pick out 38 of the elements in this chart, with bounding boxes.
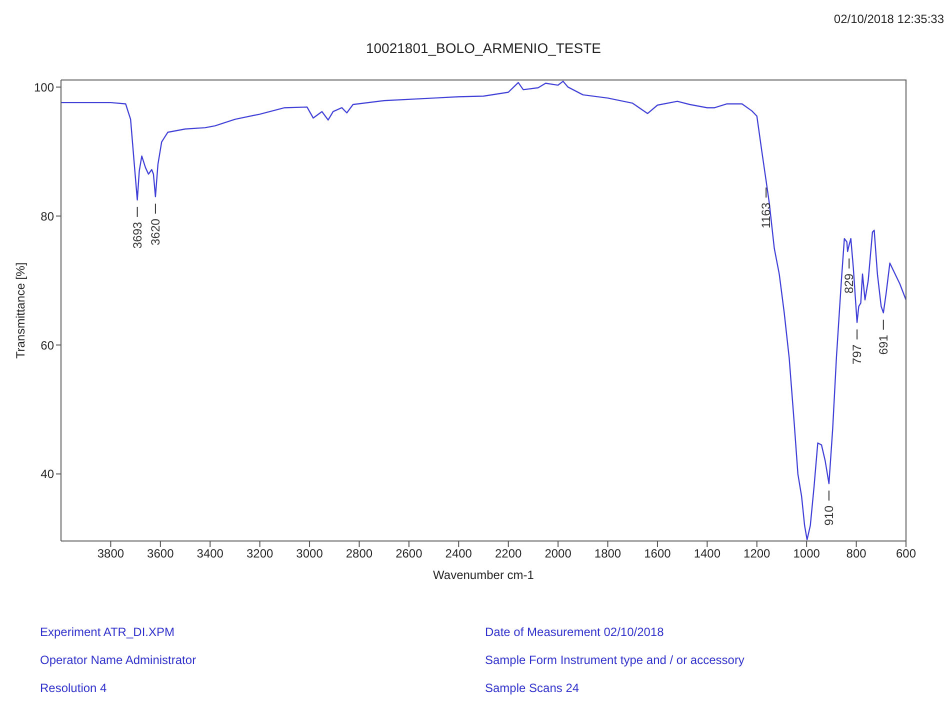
x-tick-label: 3600 (147, 546, 174, 561)
x-tick-label: 2200 (495, 546, 522, 561)
text: Experiment ATR_DI.XPM (40, 625, 176, 639)
x-tick-label: 3000 (296, 546, 324, 561)
x-tick-label: 3800 (97, 546, 124, 561)
y-tick-label: 100 (34, 80, 54, 94)
x-tick-label: 1400 (694, 546, 721, 561)
annotation: 3693 (130, 222, 144, 249)
x-tick-label: 2800 (346, 546, 373, 561)
annotation: 3620 (148, 218, 162, 246)
x-tick-label: 1800 (594, 546, 622, 561)
chart-title: 10021801_BOLO_ARMENIO_TESTE (364, 40, 602, 56)
text: Sample Form Instrument type and / or accessory (485, 653, 746, 667)
text: Operator Name Administrator (40, 653, 198, 667)
x-tick-label: 1600 (644, 546, 672, 561)
x-tick-label: 2000 (544, 546, 572, 561)
annotation: 910 (822, 505, 836, 526)
x-tick-label: 2400 (445, 546, 472, 561)
annotation: 1163 (759, 202, 774, 228)
text: Date of Measurement 02/10/2018 (485, 625, 665, 639)
x-axis-title: Wavenumber cm-1 (433, 568, 534, 582)
y-tick-label: 80 (40, 209, 54, 224)
y-tick-label: 40 (40, 467, 54, 482)
x-tick-label: 1200 (744, 546, 771, 561)
text: Sample Scans 24 (485, 681, 580, 695)
y-axis-title: Transmittance [%] (13, 262, 28, 359)
x-tick-label: 800 (846, 546, 867, 561)
annotation: 797 (850, 344, 864, 364)
text: Resolution 4 (40, 681, 108, 695)
x-tick-label: 1000 (793, 546, 820, 561)
x-tick-label: 600 (896, 546, 916, 561)
x-tick-label: 3400 (196, 546, 224, 561)
x-tick-label: 2600 (396, 546, 423, 561)
annotation: 691 (876, 334, 890, 355)
x-tick-label: 3200 (246, 546, 274, 561)
annotation: 829 (842, 273, 856, 294)
y-tick-label: 60 (40, 338, 54, 352)
text: 02/10/2018 12:35:33 (834, 12, 944, 26)
